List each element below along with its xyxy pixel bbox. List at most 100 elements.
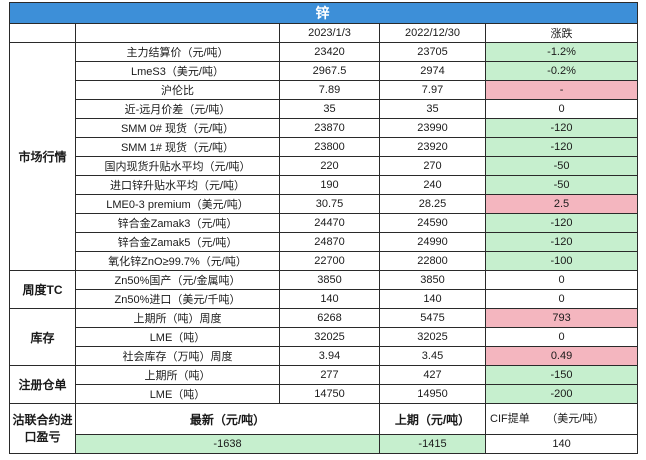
table-row: LME0-3 premium（美元/吨） 30.75 28.25 2.5 [10,194,639,214]
row-value-2: 14950 [379,384,486,404]
row-change: -100 [484,251,639,271]
row-value-2: 24990 [379,232,486,252]
table-row: 近-远月价差（元/吨） 35 35 0 [10,99,639,119]
row-change: 0 [484,327,639,347]
row-value-2: 35 [379,99,486,119]
row-label: 进口锌升贴水平均（元/吨） [75,175,280,195]
row-value-2: 23920 [379,137,486,157]
row-value-1: 23800 [279,137,380,157]
row-value-1: 3850 [279,270,380,290]
table-row: -1638 -1415 140 [10,434,639,454]
row-change: -150 [484,365,639,385]
table-row: 市场行情 主力结算价（元/吨） 23420 23705 -1.2% [9,42,639,271]
row-change: -120 [484,118,639,138]
row-label: Zn50%国产（元/金属吨） [75,270,280,290]
row-value-1: 3.94 [279,346,380,366]
table-row: SMM 1# 现货（元/吨） 23800 23920 -120 [10,137,639,157]
table-row: 注册仓单 上期所（吨） 277 427 -150 [9,365,639,404]
row-change: -120 [484,137,639,157]
row-value-2: 32025 [379,327,486,347]
table-row: 沪伦比 7.89 7.97 - [10,80,639,100]
section-warrants: 注册仓单 [9,365,76,404]
row-label: LME0-3 premium（美元/吨） [75,194,280,214]
row-value-2: 24590 [379,213,486,233]
row-value-2: 28.25 [379,194,486,214]
table-row: Zn50%进口（美元/千吨） 140 140 0 [10,289,639,309]
row-value-1: 23420 [279,42,380,62]
row-value-2: 2974 [379,61,486,81]
zinc-market-table: 锌 2023/1/3 2022/12/30 涨跌 市场行情 主力结算价（元/吨）… [8,2,639,454]
row-label: 上期所（吨） [75,365,280,385]
table-row: 氧化锌ZnO≥99.7%（元/吨） 22700 22800 -100 [10,251,639,271]
row-value-2: 23990 [379,118,486,138]
row-value-2: 240 [379,175,486,195]
row-value-2: 3.45 [379,346,486,366]
row-value-2: 270 [379,156,486,176]
table-row: 锌合金Zamak3（元/吨） 24470 24590 -120 [10,213,639,233]
table-row: 国内现货升贴水平均（元/吨） 220 270 -50 [10,156,639,176]
row-label: 国内现货升贴水平均（元/吨） [75,156,280,176]
header-empty [9,23,76,43]
row-value-1: 6268 [279,308,380,328]
row-value-1: 35 [279,99,380,119]
row-label: 近-远月价差（元/吨） [75,99,280,119]
table-row: 社会库存（万吨）周度 3.94 3.45 0.49 [10,346,639,366]
import-prev-value: -1415 [379,434,486,454]
row-value-2: 5475 [379,308,486,328]
table-row: 进口锌升贴水平均（元/吨） 190 240 -50 [10,175,639,195]
row-label: 氧化锌ZnO≥99.7%（元/吨） [75,251,280,271]
table-row: 库存 上期所（吨）周度 6268 5475 793 [9,308,639,366]
row-change: 793 [484,308,639,328]
row-label: 锌合金Zamak3（元/吨） [75,213,280,233]
import-prev-label: 上期（元/吨） [379,403,486,435]
row-change: -50 [484,156,639,176]
row-value-2: 140 [379,289,486,309]
import-cif-value: 140 [484,434,639,454]
row-label: 沪伦比 [75,80,280,100]
import-cif-label: CIF提单 （美元/吨） [484,403,639,435]
section-import: 沽联合约进口盈亏 [9,403,76,454]
row-change: 0 [484,99,639,119]
section-market: 市场行情 [9,42,76,271]
header-label-empty [75,23,280,43]
row-value-1: 277 [279,365,380,385]
table-title: 锌 [8,2,639,24]
row-value-2: 23705 [379,42,486,62]
import-latest-value: -1638 [75,434,380,454]
row-label: 主力结算价（元/吨） [75,42,280,62]
header-date-2: 2022/12/30 [379,23,486,43]
table-row: LME（吨） 32025 32025 0 [10,327,639,347]
table-row: 沽联合约进口盈亏 最新（元/吨） 上期（元/吨） CIF提单 （美元/吨） [9,403,639,454]
row-label: 社会库存（万吨）周度 [75,346,280,366]
row-value-1: 7.89 [279,80,380,100]
row-change: -50 [484,175,639,195]
row-label: 上期所（吨）周度 [75,308,280,328]
table-row: LmeS3（美元/吨） 2967.5 2974 -0.2% [10,61,639,81]
row-change: -0.2% [484,61,639,81]
row-value-1: 24470 [279,213,380,233]
table-row: SMM 0# 现货（元/吨） 23870 23990 -120 [10,118,639,138]
row-label: LME（吨） [75,327,280,347]
section-inventory: 库存 [9,308,76,366]
row-value-1: 2967.5 [279,61,380,81]
row-label: Zn50%进口（美元/千吨） [75,289,280,309]
row-label: 锌合金Zamak5（元/吨） [75,232,280,252]
row-change: -120 [484,232,639,252]
section-tc: 周度TC [9,270,76,309]
row-value-1: 190 [279,175,380,195]
row-change: -120 [484,213,639,233]
row-value-1: 30.75 [279,194,380,214]
row-change: 2.5 [484,194,639,214]
row-change: 0 [484,289,639,309]
row-value-2: 22800 [379,251,486,271]
table-row: 锌合金Zamak5（元/吨） 24870 24990 -120 [10,232,639,252]
row-value-1: 23870 [279,118,380,138]
row-change: 0 [484,270,639,290]
row-value-1: 14750 [279,384,380,404]
row-change: -200 [484,384,639,404]
row-change: 0.49 [484,346,639,366]
row-value-1: 32025 [279,327,380,347]
row-label: SMM 0# 现货（元/吨） [75,118,280,138]
table-row: 周度TC Zn50%国产（元/金属吨） 3850 3850 0 [9,270,639,309]
row-value-2: 3850 [379,270,486,290]
